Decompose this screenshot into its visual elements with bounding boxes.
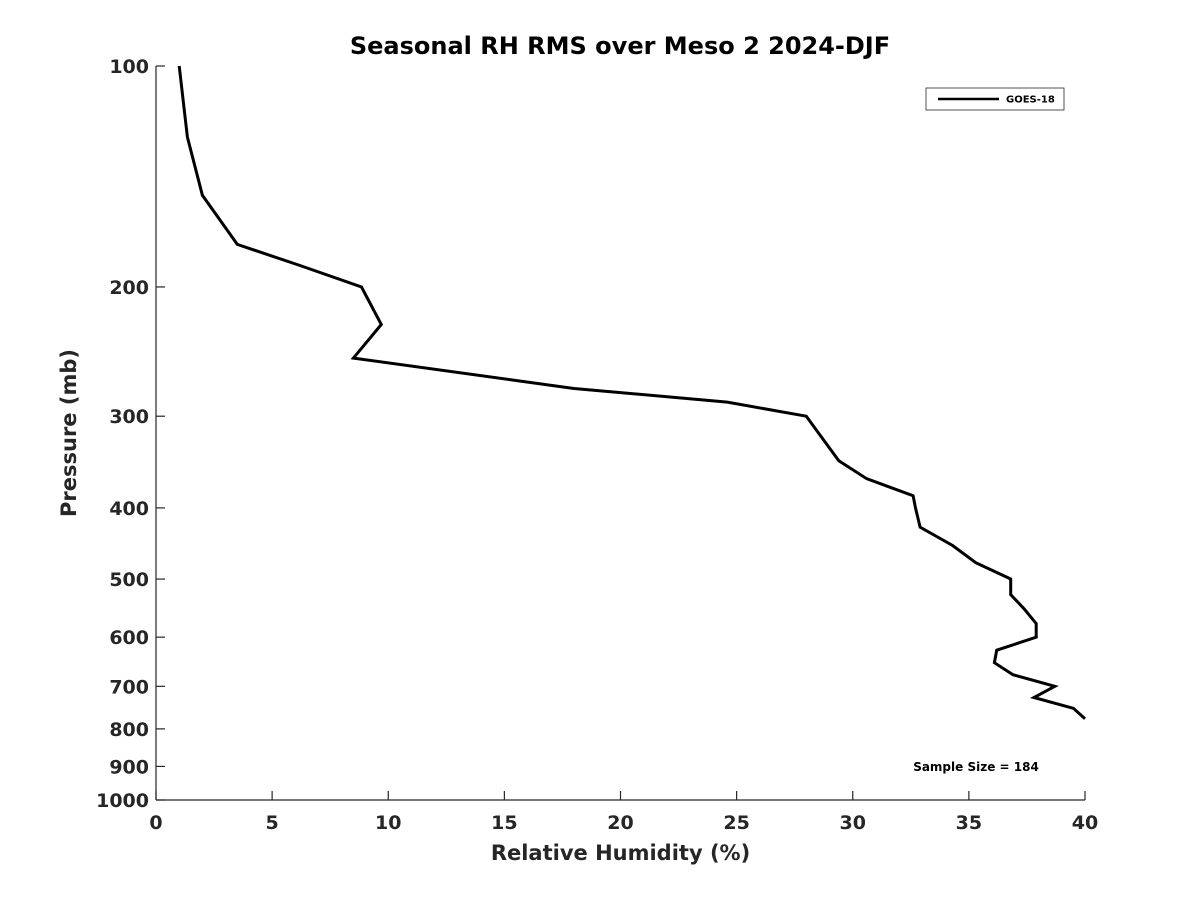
legend[interactable]: GOES-18 — [925, 87, 1065, 111]
legend-entry-goes-18: GOES-18 — [1006, 95, 1055, 106]
y-tick-label: 700 — [109, 676, 149, 698]
x-tick-label: 30 — [840, 812, 866, 834]
y-tick-label: 400 — [109, 498, 149, 520]
y-tick-label: 1000 — [96, 790, 149, 812]
x-tick-label: 15 — [491, 812, 517, 834]
x-axis-label: Relative Humidity (%) — [491, 841, 750, 865]
x-tick-label: 0 — [149, 812, 162, 834]
y-ticks: 100 200 300 400 500 600 700 800 900 1000 — [96, 56, 165, 812]
sample-size-annotation: Sample Size = 184 — [913, 760, 1039, 774]
x-tick-label: 35 — [956, 812, 982, 834]
y-axis-label: Pressure (mb) — [57, 349, 81, 517]
y-tick-label: 200 — [109, 277, 149, 299]
y-tick-label: 100 — [109, 56, 149, 78]
y-tick-label: 800 — [109, 719, 149, 741]
x-tick-label: 20 — [607, 812, 633, 834]
x-ticks: 0 5 10 15 20 25 30 35 40 — [149, 791, 1098, 834]
y-tick-label: 900 — [109, 756, 149, 778]
y-tick-label: 600 — [109, 627, 149, 649]
y-tick-label: 300 — [109, 406, 149, 428]
x-tick-label: 10 — [375, 812, 401, 834]
series-group — [177, 65, 1087, 720]
x-tick-label: 5 — [266, 812, 279, 834]
x-tick-label: 25 — [723, 812, 749, 834]
y-tick-label: 500 — [109, 569, 149, 591]
x-tick-label: 40 — [1072, 812, 1098, 834]
series-line-goes-18 — [177, 65, 1087, 720]
chart-title: Seasonal RH RMS over Meso 2 2024-DJF — [350, 32, 890, 60]
